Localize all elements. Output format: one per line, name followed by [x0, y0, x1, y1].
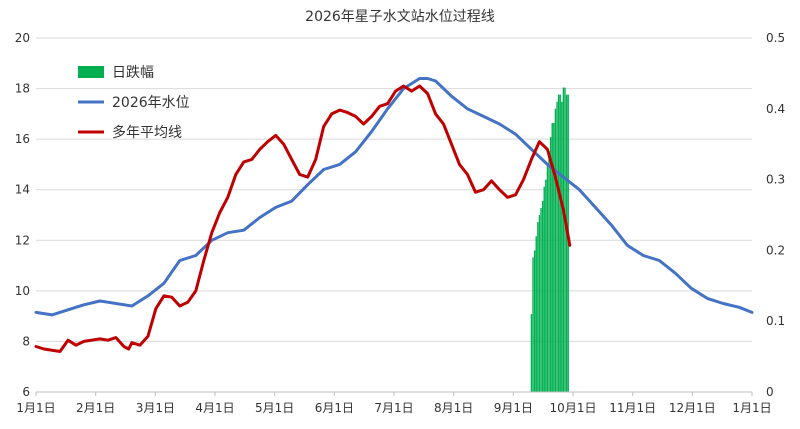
y-left-tick-label: 8 [22, 334, 30, 348]
x-tick-label: 3月1日 [136, 401, 175, 415]
x-tick-label: 1月1日 [732, 401, 771, 415]
x-tick-label: 11月1日 [609, 401, 656, 415]
legend-label: 2026年水位 [112, 95, 190, 111]
daily-drop-bars [530, 87, 569, 393]
daily-drop-bar [546, 165, 549, 392]
series-lines [34, 77, 754, 353]
legend-swatch-daily-drop [78, 66, 104, 78]
daily-drop-bar [561, 101, 563, 392]
x-tick-label: 8月1日 [434, 401, 473, 415]
daily-drop-bar [540, 207, 542, 392]
daily-drop-bar [565, 94, 568, 392]
x-tick-label: 1月1日 [16, 401, 55, 415]
daily-drop-bar [562, 87, 565, 392]
y-left-tick-label: 20 [15, 31, 30, 45]
daily-drop-bar [548, 151, 550, 392]
water-level-2026-line [34, 77, 754, 317]
y-left-tick-label: 6 [22, 385, 30, 399]
y-right-tick-label: 0.3 [766, 173, 785, 187]
x-tick-label: 2月1日 [76, 401, 115, 415]
y-left-tick-label: 10 [15, 284, 30, 298]
daily-drop-bar [535, 236, 537, 392]
y-left-tick-label: 18 [15, 82, 30, 96]
daily-drop-bar [564, 87, 566, 392]
axes: 6 8 10 12 14 16 18 20 0 0.1 0.2 0.3 0.4 0.5 1月1日 2月1日 3月… [15, 31, 785, 415]
chart-title: 2026年星子水文站水位过程线 [305, 9, 495, 25]
daily-drop-bar [549, 137, 552, 392]
x-tick-label: 7月1日 [374, 401, 413, 415]
daily-drop-bar [551, 122, 553, 393]
x-tick-label: 9月1日 [494, 401, 533, 415]
x-tick-label: 6月1日 [315, 401, 354, 415]
x-tick-label: 5月1日 [255, 401, 294, 415]
daily-drop-bar [537, 222, 539, 392]
daily-drop-bar [532, 257, 534, 392]
x-tick-label: 10月1日 [550, 401, 597, 415]
y-left-tick-label: 12 [15, 233, 30, 247]
multi-year-mean-line [34, 84, 572, 353]
daily-drop-bar [541, 200, 544, 392]
y-right-tick-label: 0 [766, 385, 774, 399]
x-tick-label: 4月1日 [195, 401, 234, 415]
daily-drop-bar [557, 94, 560, 392]
legend-label: 日跌幅 [112, 65, 154, 81]
daily-drop-bar [543, 186, 545, 392]
y-right-tick-label: 0.4 [766, 102, 785, 116]
daily-drop-bar [556, 101, 558, 392]
daily-drop-bar [545, 179, 547, 392]
daily-drop-bar [553, 122, 555, 393]
y-left-tick-label: 14 [15, 183, 30, 197]
y-right-tick-label: 0.2 [766, 243, 785, 257]
daily-drop-bar [533, 250, 536, 392]
y-right-tick-label: 0.5 [766, 31, 785, 45]
daily-drop-bar [554, 108, 557, 393]
daily-drop-bar [530, 314, 533, 392]
daily-drop-bar [559, 94, 561, 392]
y-right-tick-label: 0.1 [766, 314, 785, 328]
legend-label: 多年平均线 [112, 124, 182, 141]
x-tick-label: 12月1日 [669, 401, 716, 415]
daily-drop-bar [538, 215, 541, 392]
y-left-tick-label: 16 [15, 132, 30, 146]
